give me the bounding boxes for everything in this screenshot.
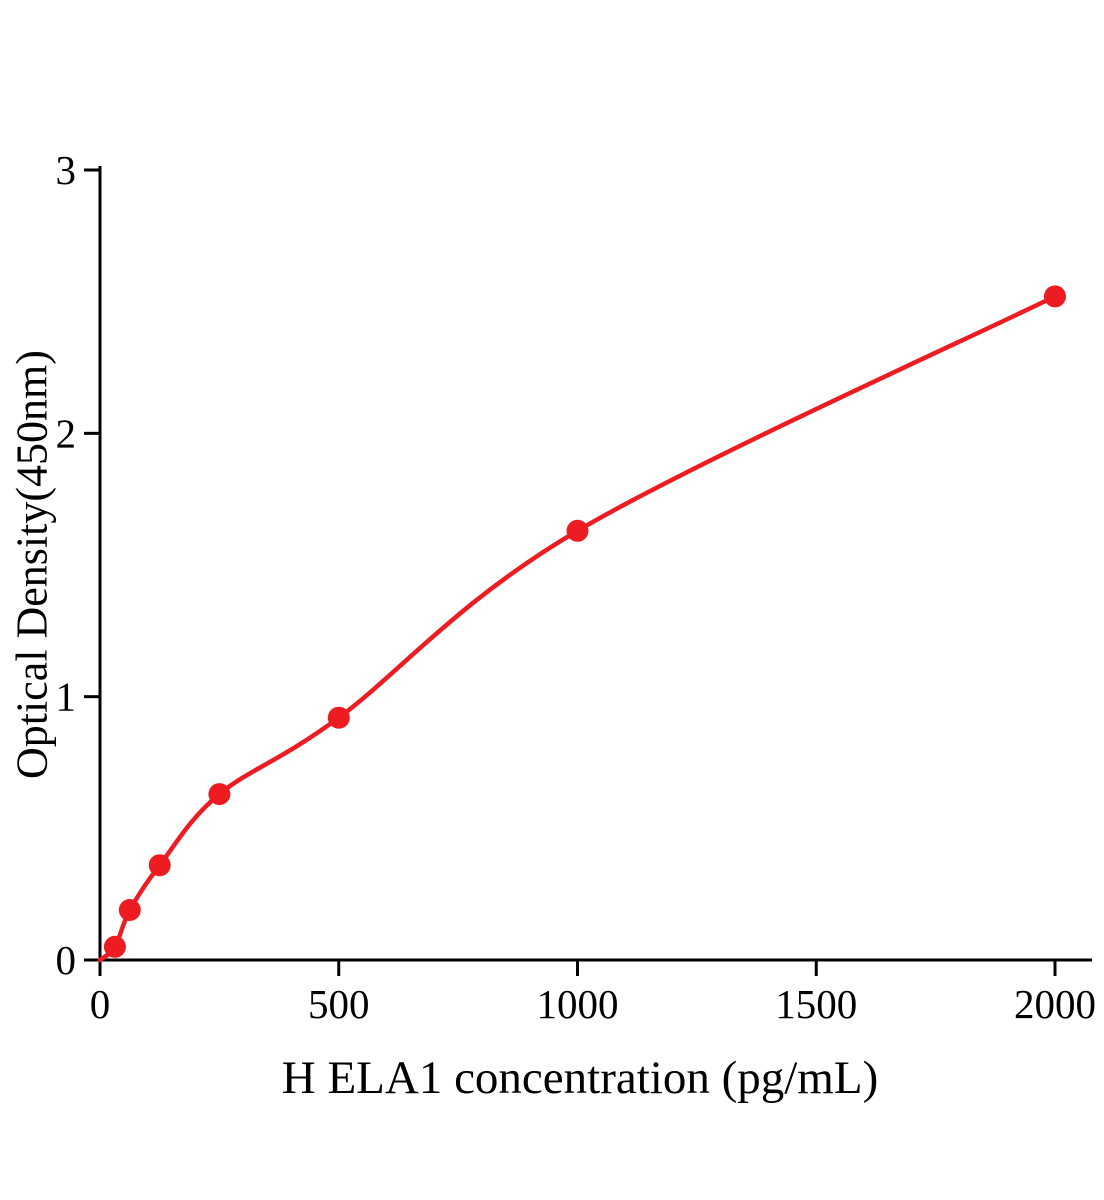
x-axis-title: H ELA1 concentration (pg/mL) [281,1052,879,1104]
x-tick-label: 2000 [1014,981,1096,1027]
x-tick-label: 0 [90,981,111,1027]
data-point [148,854,171,877]
fit-curve [97,294,1058,963]
x-tick-label: 1500 [775,981,857,1027]
y-tick-label: 1 [56,674,77,720]
data-point [118,899,141,921]
x-tick-label: 1000 [537,981,619,1027]
data-point [566,519,589,542]
data-point [208,783,231,806]
data-point [1044,285,1066,308]
y-axis-title: Optical Density(450nm) [7,350,57,780]
axis-spines [98,166,1092,962]
y-tick-label: 3 [56,147,77,193]
data-point [327,706,350,729]
data-point [103,935,126,958]
y-tick-label: 0 [56,937,77,983]
y-tick-label: 2 [56,410,77,456]
x-tick-label: 500 [308,981,370,1027]
